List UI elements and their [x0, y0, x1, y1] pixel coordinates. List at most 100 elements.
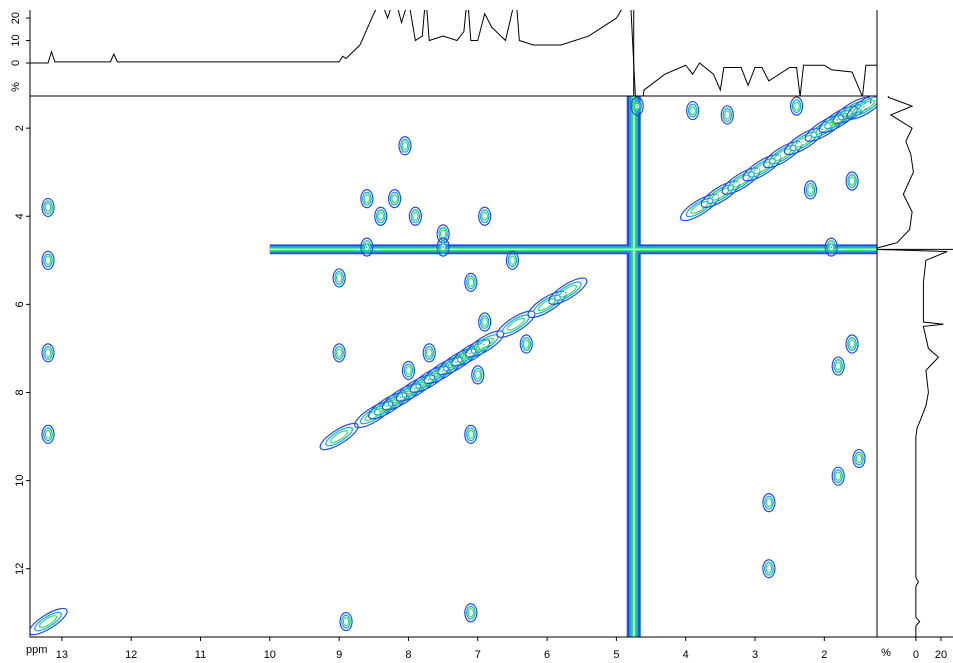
contour	[395, 374, 436, 402]
x-tick-label: 9	[336, 649, 342, 661]
contour	[437, 347, 477, 376]
contour	[846, 96, 877, 120]
contour	[857, 456, 861, 461]
contour	[834, 361, 842, 371]
contour	[30, 607, 68, 636]
contour	[374, 206, 388, 226]
contour	[804, 114, 844, 142]
contour	[757, 164, 767, 172]
contour	[43, 200, 53, 215]
contour	[690, 108, 695, 113]
contour	[848, 339, 856, 349]
contour	[808, 187, 813, 193]
top-projection-line	[30, 10, 877, 96]
contour	[408, 206, 422, 226]
contour	[482, 319, 487, 325]
contour	[635, 103, 639, 109]
cross-peak	[332, 343, 346, 363]
plot-area	[30, 96, 877, 637]
contour	[852, 448, 866, 469]
contour	[764, 495, 774, 510]
contour	[767, 500, 771, 506]
cross-peak	[720, 105, 734, 125]
cross-peak	[831, 466, 845, 486]
x-tick-label: 7	[475, 649, 481, 661]
contour	[469, 279, 473, 285]
contour	[378, 399, 397, 413]
contour	[383, 402, 393, 409]
contour	[464, 272, 478, 292]
contour	[363, 193, 371, 204]
contour	[334, 433, 344, 440]
contour	[723, 110, 731, 120]
contour	[533, 294, 561, 315]
contour	[527, 290, 567, 319]
contour	[398, 136, 412, 156]
contour	[731, 174, 751, 188]
contour	[633, 101, 641, 111]
contour	[413, 213, 418, 219]
contour	[831, 356, 845, 376]
y-tick-label: 12	[14, 563, 26, 575]
contour	[475, 337, 494, 351]
contour	[467, 277, 475, 288]
y-tick-label: 6	[14, 301, 26, 307]
cross-peak	[505, 250, 520, 270]
contour	[472, 367, 483, 382]
x-tick-label: 5	[613, 649, 619, 661]
contour	[405, 365, 412, 376]
contour	[764, 561, 774, 576]
contour	[464, 424, 478, 444]
right-x-label: %	[881, 647, 891, 659]
cross-peak	[41, 424, 55, 444]
contour	[847, 174, 857, 188]
contour	[553, 281, 582, 301]
contour	[763, 140, 803, 169]
diagonal-peak	[437, 347, 477, 376]
diagonal-peak	[395, 374, 436, 402]
contour	[471, 365, 485, 385]
x-axis-label: ppm	[26, 644, 47, 656]
contour	[362, 240, 372, 255]
contour	[847, 337, 857, 351]
contour	[511, 320, 521, 328]
contour	[334, 271, 344, 285]
cross-peak	[803, 180, 818, 200]
diagonal-peak	[763, 140, 803, 169]
contour	[365, 196, 369, 202]
contour	[826, 240, 837, 255]
contour	[789, 131, 818, 152]
contour	[466, 275, 476, 290]
contour	[422, 343, 436, 363]
cross-peak	[686, 100, 700, 121]
contour	[762, 493, 776, 513]
contour	[542, 301, 552, 308]
x-tick-label: 6	[544, 649, 550, 661]
diagonal-peak	[742, 154, 782, 182]
contour	[447, 355, 467, 369]
y-tick-label: 2	[14, 125, 26, 131]
contour	[424, 376, 434, 383]
contour	[524, 341, 529, 347]
contour	[319, 422, 359, 451]
contour	[783, 127, 824, 156]
plot-frame	[29, 95, 878, 638]
contour	[799, 138, 808, 145]
contour	[44, 429, 52, 439]
x-tick-label: 4	[683, 649, 689, 661]
contour	[807, 185, 814, 195]
cross-peak	[464, 272, 478, 292]
contour	[43, 345, 53, 360]
contour	[332, 268, 346, 288]
contour	[464, 603, 478, 623]
contour	[425, 348, 433, 358]
contour	[521, 337, 532, 351]
contour	[748, 158, 776, 178]
contour	[38, 615, 58, 629]
contour	[43, 618, 53, 625]
contour	[44, 348, 52, 358]
contour	[423, 356, 463, 385]
contour	[41, 424, 55, 444]
contour	[410, 384, 420, 392]
contour	[765, 564, 773, 574]
